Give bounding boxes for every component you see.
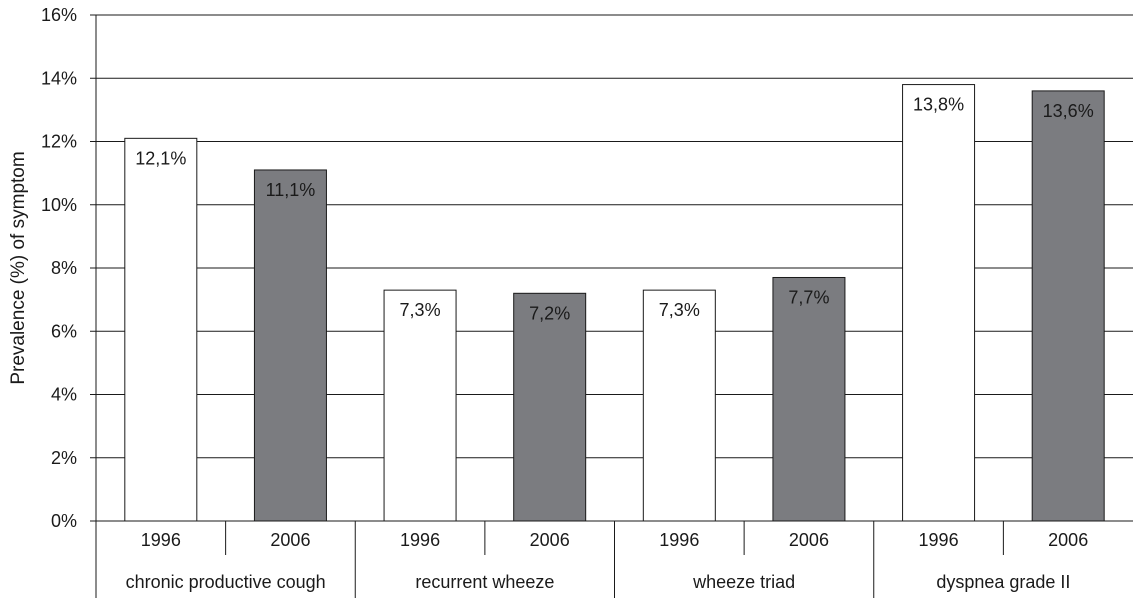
x-group-label: dyspnea grade II <box>936 572 1070 592</box>
bar-2006 <box>513 292 587 522</box>
data-labels: 12,1% 11,1% 7,3% 7,2% 7,3% 7,7% 13,8% 13,6% <box>135 95 1093 324</box>
gridlines <box>96 14 1133 522</box>
y-tick-label: 14% <box>41 68 77 88</box>
x-year-label: 1996 <box>141 530 181 550</box>
bar-2006 <box>253 169 327 522</box>
y-tick-label: 12% <box>41 132 77 152</box>
y-tick-label: 4% <box>51 385 77 405</box>
data-label: 11,1% <box>266 180 316 200</box>
y-tick-label: 0% <box>51 511 77 531</box>
bar-1996 <box>642 289 716 522</box>
data-label: 7,3% <box>659 300 700 320</box>
y-tick-label: 16% <box>41 5 77 25</box>
x-year-label: 2006 <box>530 530 570 550</box>
x-year-label: 2006 <box>789 530 829 550</box>
y-tick-label: 2% <box>51 448 77 468</box>
data-label: 13,8% <box>913 95 964 115</box>
x-year-label: 2006 <box>270 530 310 550</box>
bar-1996 <box>383 289 457 522</box>
x-year-label: 1996 <box>400 530 440 550</box>
x-year-label: 2006 <box>1048 530 1088 550</box>
data-label: 7,2% <box>529 303 570 323</box>
bar-1996 <box>124 137 198 522</box>
bars <box>124 84 1105 522</box>
x-group-label: chronic productive cough <box>126 572 326 592</box>
x-year-label: 1996 <box>659 530 699 550</box>
data-label: 12,1% <box>135 148 186 168</box>
y-axis-ticks: 0% 2% 4% 6% 8% 10% 12% 14% 16% <box>41 5 97 598</box>
y-axis-title: Prevalence (%) of symptom <box>8 151 29 384</box>
y-tick-label: 8% <box>51 258 77 278</box>
bar-2006 <box>1031 90 1105 522</box>
data-label: 7,3% <box>400 300 441 320</box>
data-label: 13,6% <box>1043 101 1094 121</box>
x-year-label: 1996 <box>919 530 959 550</box>
x-axis: 1996 2006 chronic productive cough 1996 2006… <box>126 521 1088 598</box>
y-tick-label: 6% <box>51 321 77 341</box>
data-label: 7,7% <box>788 287 829 307</box>
x-group-label: recurrent wheeze <box>415 572 554 592</box>
x-group-label: wheeze triad <box>692 572 795 592</box>
bar-2006 <box>772 276 846 522</box>
y-tick-label: 10% <box>41 195 77 215</box>
bar-1996 <box>902 84 976 522</box>
